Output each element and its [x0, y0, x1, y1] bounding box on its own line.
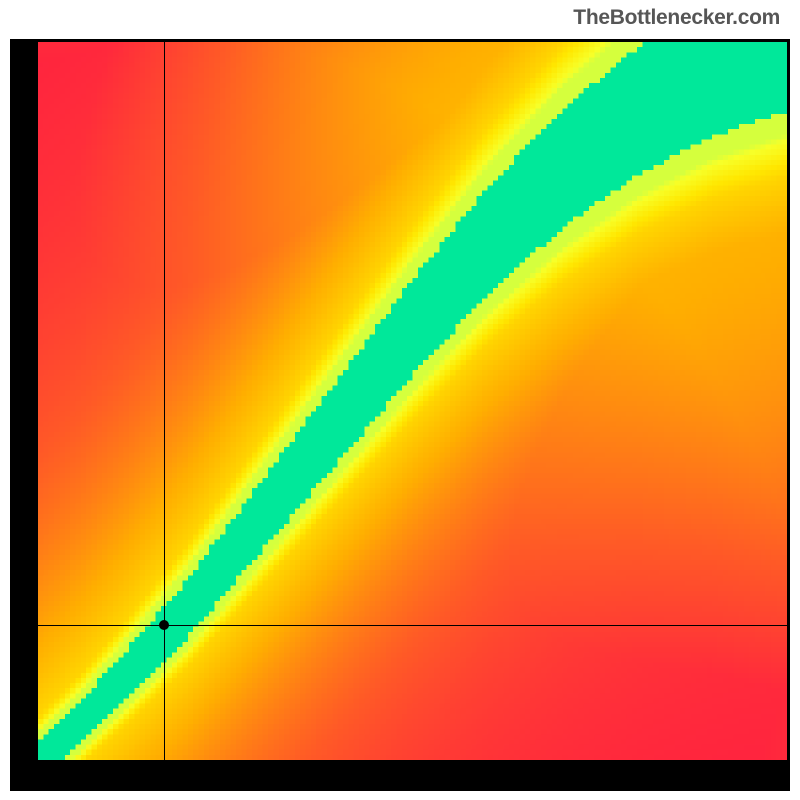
watermark-text: TheBottlenecker.com [573, 6, 780, 30]
crosshair-point [159, 620, 169, 630]
heatmap-canvas [38, 42, 787, 760]
chart-container: TheBottlenecker.com [0, 0, 800, 800]
plot-area [38, 42, 787, 760]
crosshair-vertical [164, 42, 165, 760]
crosshair-horizontal [38, 625, 787, 626]
